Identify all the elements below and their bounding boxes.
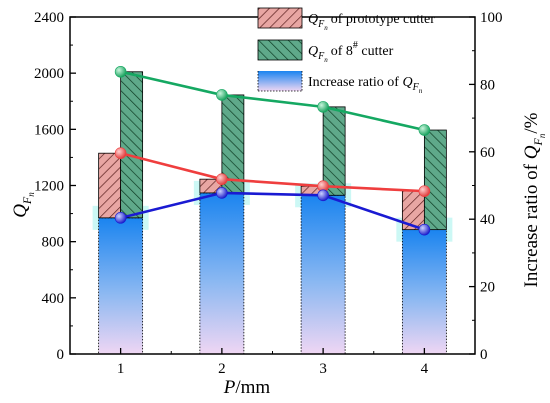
point-green-2 (216, 89, 228, 101)
y-right-tick-label: 20 (480, 280, 495, 296)
bar-8-cutter-4 (423, 129, 447, 231)
y-right-tick-label: 60 (480, 145, 495, 161)
point-green-3 (317, 101, 329, 113)
bars-layer (92, 71, 453, 355)
legend-label-increase-ratio: Increase ratio of QFn (308, 75, 423, 95)
point-green-1 (114, 65, 127, 78)
y-axis-right-title: Increase ratio of QFn/% (521, 112, 547, 287)
point-blue-1 (114, 212, 127, 224)
point-green-4 (418, 124, 431, 136)
legend-swatch-increase-ratio (258, 71, 302, 91)
axes-layer: 0 400 800 1200 1600 2000 2400 0 20 40 60 80 100 1 2 3 4 (34, 10, 503, 377)
y-axis-left-title: QFn (10, 192, 36, 218)
legend-swatch-prototype (257, 7, 303, 29)
y-right-tick-label: 100 (480, 10, 503, 26)
y-left-tick-label: 2400 (34, 10, 64, 26)
point-blue-3 (317, 189, 329, 202)
legend-label-8-cutter: QFnof 8# cutter (308, 40, 394, 64)
x-tick-label: 2 (218, 361, 226, 377)
point-red-4 (418, 185, 431, 197)
legend: QFnof prototype cutter QFnof 8# cutter I… (257, 7, 435, 95)
legend-label-prototype: QFnof prototype cutter (308, 12, 435, 32)
bar-increase-ratio-3 (301, 195, 346, 354)
y-left-tick-label: 1600 (34, 122, 64, 138)
y-left-tick-label: 0 (57, 347, 65, 363)
bar-prototype-1 (98, 152, 122, 219)
y-right-tick-label: 40 (480, 212, 495, 228)
x-tick-label: 4 (421, 361, 429, 377)
line-green (120, 70, 425, 132)
line-red (120, 151, 425, 193)
bar-increase-ratio-4 (402, 229, 447, 354)
point-blue-4 (418, 223, 431, 236)
y-right-tick-label: 80 (480, 77, 495, 93)
bar-8-cutter-3 (322, 106, 346, 196)
legend-swatch-8-cutter (257, 39, 303, 61)
point-blue-2 (216, 187, 228, 199)
x-tick-label: 1 (117, 361, 125, 377)
bar-increase-ratio-2 (199, 192, 244, 354)
line-blue (120, 191, 425, 231)
x-axis-title: P/mm (223, 377, 271, 398)
point-red-2 (216, 173, 228, 185)
y-left-tick-label: 1200 (34, 179, 64, 195)
y-left-tick-label: 800 (42, 235, 65, 251)
bar-increase-ratio-1 (98, 217, 143, 354)
lines-layer (114, 65, 431, 236)
y-left-tick-label: 2000 (34, 66, 64, 82)
y-left-tick-label: 400 (42, 291, 65, 307)
point-red-1 (114, 147, 127, 160)
x-tick-label: 3 (319, 361, 327, 377)
y-right-tick-label: 0 (480, 347, 488, 363)
bar-8-cutter-1 (120, 71, 144, 219)
